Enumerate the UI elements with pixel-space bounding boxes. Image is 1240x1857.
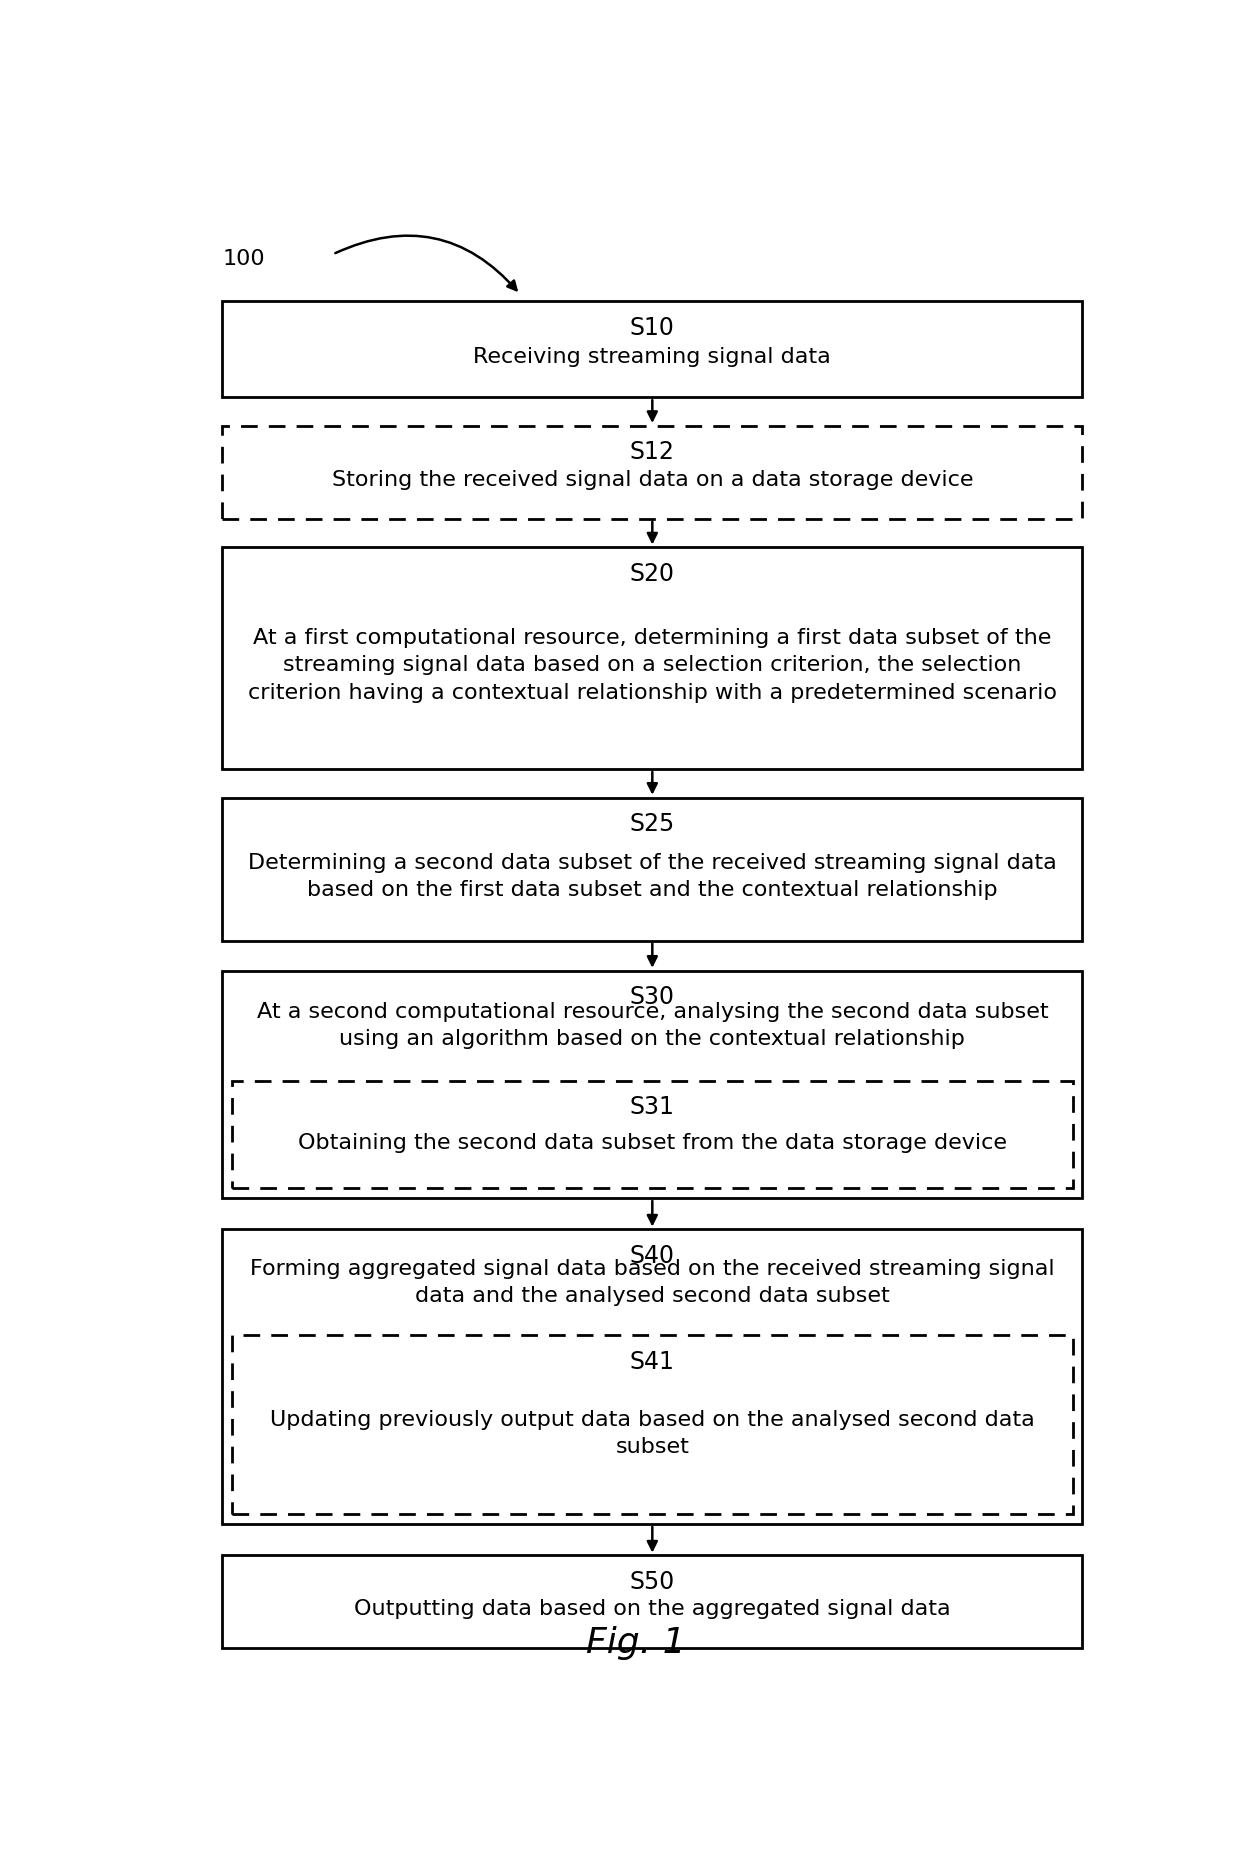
Text: S40: S40 (630, 1244, 675, 1268)
Text: Forming aggregated signal data based on the received streaming signal
data and t: Forming aggregated signal data based on … (250, 1259, 1055, 1305)
FancyBboxPatch shape (222, 301, 1083, 397)
FancyBboxPatch shape (222, 1556, 1083, 1649)
FancyBboxPatch shape (222, 425, 1083, 518)
FancyBboxPatch shape (232, 1335, 1073, 1513)
FancyBboxPatch shape (222, 971, 1083, 1198)
Text: Outputting data based on the aggregated signal data: Outputting data based on the aggregated … (353, 1599, 951, 1619)
Text: Receiving streaming signal data: Receiving streaming signal data (474, 347, 831, 366)
Text: Fig. 1: Fig. 1 (585, 1627, 686, 1660)
Text: Determining a second data subset of the received streaming signal data
based on : Determining a second data subset of the … (248, 852, 1056, 901)
Text: Updating previously output data based on the analysed second data
subset: Updating previously output data based on… (270, 1409, 1034, 1458)
Text: S12: S12 (630, 440, 675, 464)
FancyBboxPatch shape (232, 1081, 1073, 1188)
Text: S41: S41 (630, 1350, 675, 1374)
Text: S20: S20 (630, 561, 675, 585)
Text: At a second computational resource, analysing the second data subset
using an al: At a second computational resource, anal… (257, 1003, 1048, 1049)
Text: S30: S30 (630, 984, 675, 1008)
Text: S25: S25 (630, 812, 675, 836)
Text: S31: S31 (630, 1096, 675, 1120)
Text: Storing the received signal data on a data storage device: Storing the received signal data on a da… (331, 470, 973, 490)
Text: S50: S50 (630, 1569, 675, 1593)
Text: Obtaining the second data subset from the data storage device: Obtaining the second data subset from th… (298, 1133, 1007, 1153)
Text: 100: 100 (222, 249, 265, 269)
FancyBboxPatch shape (222, 1229, 1083, 1525)
FancyBboxPatch shape (222, 799, 1083, 941)
Text: S10: S10 (630, 316, 675, 340)
FancyArrowPatch shape (335, 236, 517, 290)
Text: At a first computational resource, determining a first data subset of the
stream: At a first computational resource, deter… (248, 628, 1056, 702)
FancyBboxPatch shape (222, 548, 1083, 769)
